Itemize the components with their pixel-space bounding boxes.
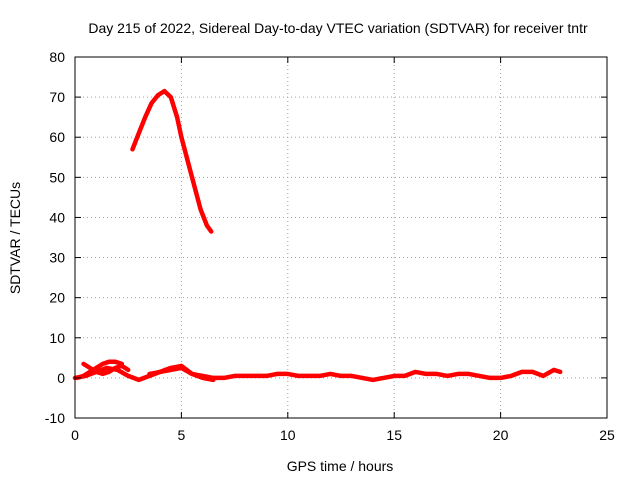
x-tick-label: 0: [71, 427, 79, 443]
plot-frame: [74, 56, 608, 419]
series-line: [81, 361, 131, 377]
y-tick-label: 0: [57, 370, 65, 386]
x-tick-label: 5: [178, 427, 186, 443]
x-tick-label: 15: [386, 427, 402, 443]
y-tick-label: 40: [49, 209, 65, 225]
x-tick-label: 25: [599, 427, 615, 443]
y-tick-label: 30: [49, 250, 65, 266]
x-tick-label: 20: [493, 427, 509, 443]
series-line: [130, 88, 214, 234]
y-tick-label: 70: [49, 89, 65, 105]
y-tick-label: 80: [49, 49, 65, 65]
series-line: [147, 363, 216, 383]
y-tick-label: 20: [49, 290, 65, 306]
y-tick-label: 10: [49, 330, 65, 346]
axes: -10 0 10 20 30 40 50 60 70 80 0 5 10 15 20 25: [45, 49, 615, 443]
y-tick-label: -10: [45, 410, 65, 426]
chart-title: Day 215 of 2022, Sidereal Day-to-day VTE…: [88, 20, 588, 36]
y-tick-label: 60: [49, 129, 65, 145]
y-tick-label: 50: [49, 169, 65, 185]
grid: [75, 57, 607, 418]
y-axis-label: SDTVAR / TECUs: [7, 182, 23, 294]
x-tick-label: 10: [280, 427, 296, 443]
series-layer: [72, 88, 563, 383]
x-axis-label: GPS time / hours: [287, 458, 394, 474]
